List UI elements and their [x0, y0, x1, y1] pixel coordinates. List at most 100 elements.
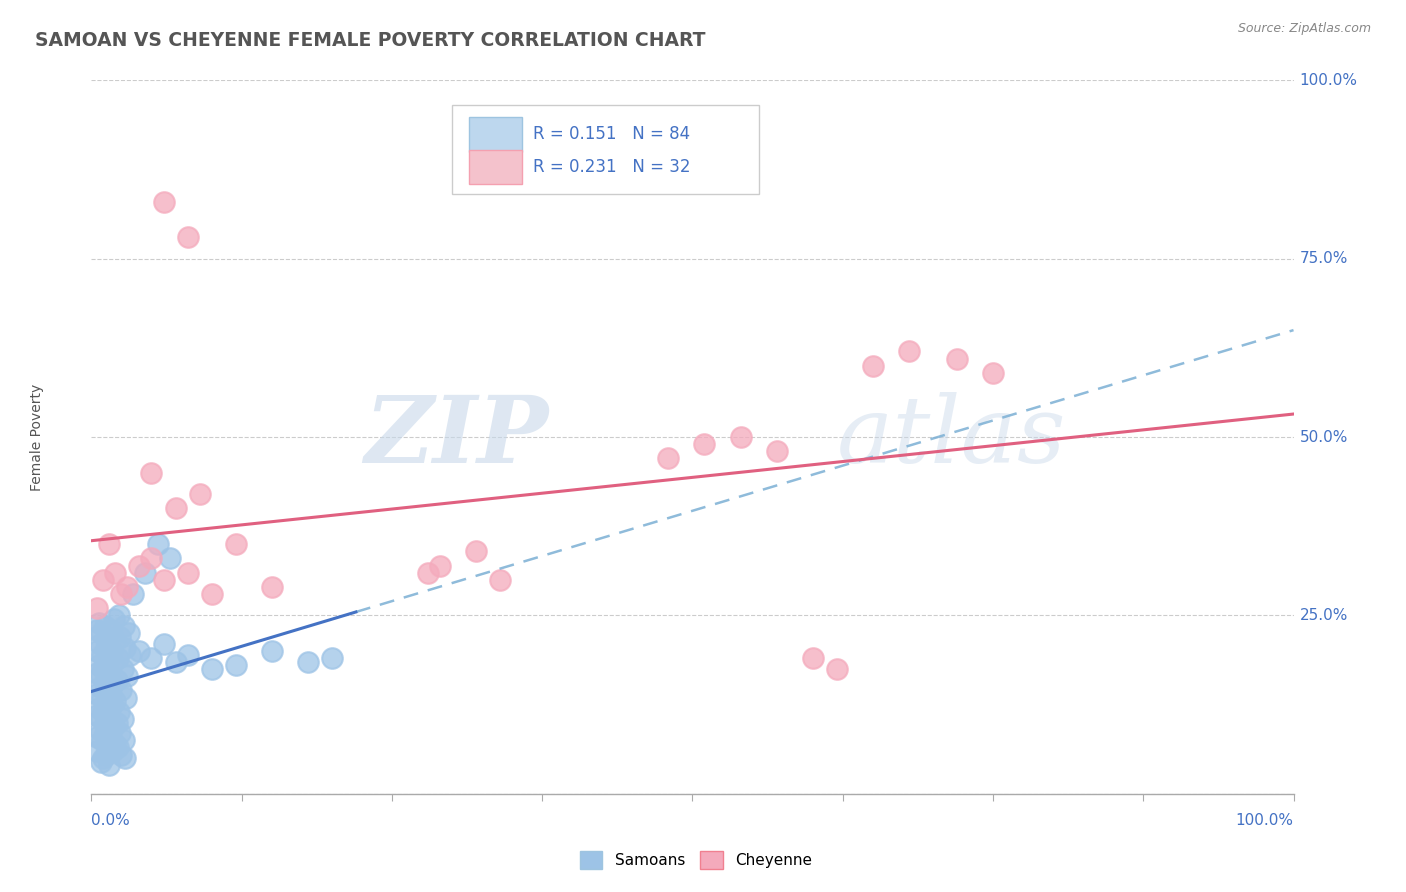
Point	[260, 580, 283, 594]
Point	[657, 451, 679, 466]
FancyBboxPatch shape	[468, 118, 522, 152]
Point	[176, 230, 198, 244]
Point	[152, 637, 174, 651]
Point	[93, 726, 115, 740]
Point	[260, 644, 283, 658]
Point	[108, 608, 131, 623]
Point	[946, 351, 969, 366]
Point	[101, 655, 124, 669]
Point	[146, 537, 169, 551]
Point	[86, 601, 108, 615]
Point	[101, 744, 124, 758]
Point	[90, 755, 112, 769]
Point	[465, 544, 488, 558]
Point	[141, 551, 163, 566]
Point	[94, 715, 117, 730]
Point	[94, 640, 117, 655]
Text: 75.0%: 75.0%	[1299, 252, 1348, 266]
Point	[118, 626, 141, 640]
Point	[98, 665, 121, 680]
Point	[89, 680, 111, 694]
Point	[93, 751, 115, 765]
Point	[801, 651, 824, 665]
Point	[86, 744, 108, 758]
Point	[94, 747, 117, 762]
Point	[100, 687, 122, 701]
Point	[86, 644, 108, 658]
Point	[100, 730, 122, 744]
Point	[103, 719, 125, 733]
Point	[93, 619, 115, 633]
Point	[104, 566, 127, 580]
Point	[862, 359, 884, 373]
Text: 0.0%: 0.0%	[91, 814, 131, 828]
Point	[981, 366, 1004, 380]
Point	[693, 437, 716, 451]
Point	[107, 651, 129, 665]
Point	[122, 587, 145, 601]
Point	[104, 633, 127, 648]
Point	[90, 712, 112, 726]
Point	[128, 644, 150, 658]
Point	[86, 665, 108, 680]
Point	[105, 673, 128, 687]
Point	[429, 558, 451, 573]
Point	[152, 194, 174, 209]
Point	[105, 715, 128, 730]
Point	[87, 658, 110, 673]
Point	[114, 751, 136, 765]
Point	[110, 726, 132, 740]
Point	[201, 662, 224, 676]
Text: R = 0.151   N = 84: R = 0.151 N = 84	[533, 125, 690, 143]
Point	[101, 676, 124, 690]
Point	[98, 537, 121, 551]
Point	[91, 690, 114, 705]
Point	[96, 673, 118, 687]
Point	[89, 723, 111, 737]
Point	[134, 566, 156, 580]
Text: Female Poverty: Female Poverty	[31, 384, 45, 491]
Point	[104, 694, 127, 708]
Text: atlas: atlas	[837, 392, 1066, 482]
Point	[96, 630, 118, 644]
Point	[103, 612, 125, 626]
Point	[225, 537, 247, 551]
Point	[117, 580, 139, 594]
Point	[101, 698, 124, 712]
Point	[97, 708, 120, 723]
Point	[730, 430, 752, 444]
Point	[897, 344, 920, 359]
Point	[87, 615, 110, 630]
Point	[112, 619, 135, 633]
Point	[101, 644, 124, 658]
Point	[104, 737, 127, 751]
Point	[165, 501, 187, 516]
Text: 50.0%: 50.0%	[1299, 430, 1348, 444]
Point	[91, 733, 114, 747]
Point	[114, 640, 136, 655]
Point	[93, 683, 115, 698]
Point	[321, 651, 343, 665]
Point	[93, 705, 115, 719]
FancyBboxPatch shape	[451, 105, 759, 194]
Point	[115, 690, 138, 705]
Point	[90, 626, 112, 640]
Point	[98, 651, 121, 665]
Point	[111, 662, 134, 676]
Point	[225, 658, 247, 673]
Point	[110, 747, 132, 762]
Point	[128, 558, 150, 573]
Point	[111, 712, 134, 726]
Point	[91, 648, 114, 662]
Point	[176, 648, 198, 662]
Text: 100.0%: 100.0%	[1299, 73, 1358, 87]
Point	[93, 662, 115, 676]
Point	[89, 637, 111, 651]
Point	[825, 662, 848, 676]
Point	[765, 444, 787, 458]
Point	[86, 687, 108, 701]
Point	[110, 587, 132, 601]
Point	[96, 737, 118, 751]
Point	[90, 669, 112, 683]
Point	[110, 630, 132, 644]
